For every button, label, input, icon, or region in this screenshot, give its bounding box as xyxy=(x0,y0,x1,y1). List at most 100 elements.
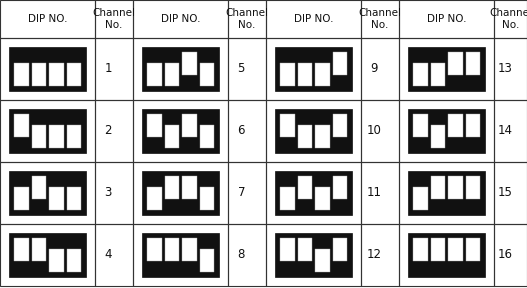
Bar xyxy=(66,187,81,210)
Bar xyxy=(142,233,219,277)
Bar xyxy=(49,187,63,210)
Bar xyxy=(465,176,480,199)
Bar xyxy=(448,114,463,137)
Bar xyxy=(164,63,179,86)
Bar xyxy=(494,0,527,38)
Bar xyxy=(399,162,494,224)
Bar xyxy=(9,171,86,215)
Text: 8: 8 xyxy=(238,249,245,262)
Bar xyxy=(413,114,427,137)
Bar xyxy=(465,114,480,137)
Bar xyxy=(333,52,347,75)
Bar xyxy=(333,176,347,199)
Bar xyxy=(431,238,445,261)
Bar xyxy=(164,238,179,261)
Bar xyxy=(408,47,485,91)
Bar xyxy=(147,114,161,137)
Bar xyxy=(9,47,86,91)
Bar xyxy=(182,114,197,137)
Text: DIP NO.: DIP NO. xyxy=(427,14,466,24)
Bar xyxy=(494,224,527,286)
Bar xyxy=(32,63,46,86)
Text: DIP NO.: DIP NO. xyxy=(28,14,67,24)
Bar xyxy=(494,162,527,224)
Bar xyxy=(95,0,133,38)
Text: Channel
No.: Channel No. xyxy=(226,8,268,30)
Bar xyxy=(408,109,485,153)
Bar xyxy=(465,52,480,75)
Bar xyxy=(275,171,352,215)
Bar xyxy=(182,238,197,261)
Bar xyxy=(266,0,361,38)
Bar xyxy=(164,176,179,199)
Bar xyxy=(408,233,485,277)
Bar xyxy=(133,162,228,224)
Bar xyxy=(95,162,133,224)
Text: 2: 2 xyxy=(104,124,112,137)
Bar xyxy=(413,187,427,210)
Bar xyxy=(275,47,352,91)
Bar xyxy=(275,109,352,153)
Bar xyxy=(413,238,427,261)
Bar xyxy=(200,125,214,148)
Text: 5: 5 xyxy=(238,62,245,75)
Bar xyxy=(200,249,214,272)
Text: 13: 13 xyxy=(498,62,513,75)
Text: 15: 15 xyxy=(498,187,513,200)
Text: 11: 11 xyxy=(367,187,382,200)
Bar xyxy=(280,187,295,210)
Bar xyxy=(399,224,494,286)
Bar xyxy=(315,249,329,272)
Bar xyxy=(361,100,399,162)
Text: DIP NO.: DIP NO. xyxy=(294,14,333,24)
Bar xyxy=(315,63,329,86)
Bar xyxy=(399,0,494,38)
Bar xyxy=(32,125,46,148)
Bar xyxy=(142,109,219,153)
Bar xyxy=(298,125,312,148)
Bar xyxy=(333,238,347,261)
Bar xyxy=(298,238,312,261)
Text: 9: 9 xyxy=(370,62,378,75)
Bar xyxy=(164,125,179,148)
Bar xyxy=(298,63,312,86)
Bar xyxy=(266,38,361,100)
Bar xyxy=(228,38,266,100)
Bar xyxy=(408,171,485,215)
Text: Channel
No.: Channel No. xyxy=(358,8,402,30)
Bar xyxy=(448,238,463,261)
Text: 1: 1 xyxy=(104,62,112,75)
Bar xyxy=(142,47,219,91)
Text: 14: 14 xyxy=(498,124,513,137)
Bar xyxy=(95,100,133,162)
Bar xyxy=(49,63,63,86)
Bar xyxy=(228,100,266,162)
Bar xyxy=(465,238,480,261)
Bar xyxy=(200,187,214,210)
Bar xyxy=(200,63,214,86)
Bar xyxy=(228,224,266,286)
Bar xyxy=(66,63,81,86)
Bar xyxy=(9,109,86,153)
Bar xyxy=(0,224,95,286)
Bar xyxy=(494,38,527,100)
Bar xyxy=(361,162,399,224)
Text: Channel
No.: Channel No. xyxy=(93,8,135,30)
Bar xyxy=(49,249,63,272)
Bar xyxy=(448,52,463,75)
Bar xyxy=(0,0,95,38)
Text: Channel
No.: Channel No. xyxy=(489,8,527,30)
Bar xyxy=(280,63,295,86)
Bar xyxy=(147,187,161,210)
Bar xyxy=(142,171,219,215)
Text: 7: 7 xyxy=(238,187,245,200)
Bar xyxy=(280,238,295,261)
Bar xyxy=(0,162,95,224)
Bar xyxy=(431,176,445,199)
Bar xyxy=(14,114,28,137)
Bar xyxy=(95,38,133,100)
Bar xyxy=(66,125,81,148)
Bar xyxy=(399,38,494,100)
Bar xyxy=(298,176,312,199)
Bar xyxy=(0,100,95,162)
